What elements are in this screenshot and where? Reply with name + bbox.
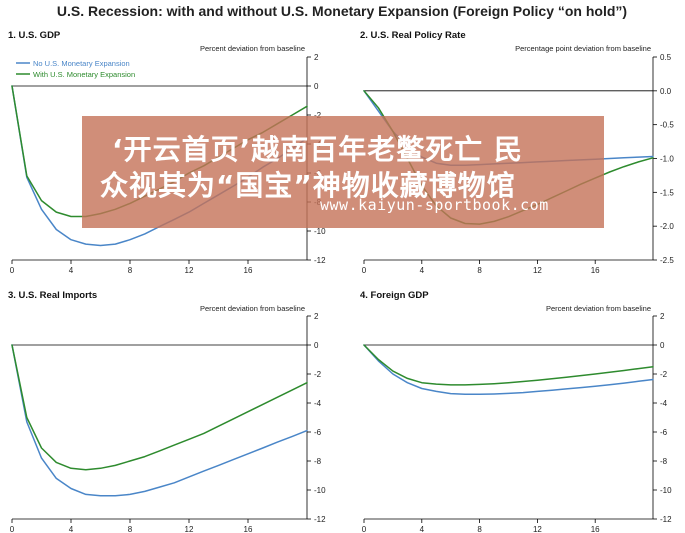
y-tick-label: -10	[314, 486, 326, 495]
x-tick-label: 4	[69, 266, 74, 275]
panel-title: 2. U.S. Real Policy Rate	[360, 30, 466, 41]
y-axis-label: Percent deviation from baseline	[200, 304, 305, 313]
figure-title: U.S. Recession: with and without U.S. Mo…	[57, 3, 627, 19]
y-tick-label: -2.0	[660, 222, 674, 231]
watermark-headline-2: 众视其为“国宝”神物收藏博物馆	[100, 169, 516, 202]
x-tick-label: 16	[591, 266, 600, 275]
y-tick-label: -12	[314, 256, 326, 265]
series-line-no-expansion	[11, 344, 308, 497]
y-tick-label: -10	[314, 227, 326, 236]
y-tick-label: -8	[660, 457, 668, 466]
legend-label: With U.S. Monetary Expansion	[33, 70, 135, 79]
y-tick-label: 0	[660, 341, 665, 350]
watermark-headline-1: ‘开云首页’越南百年老鳖死亡 民	[112, 133, 524, 166]
watermark-banner: ‘开云首页’越南百年老鳖死亡 民 众视其为“国宝”神物收藏博物馆 www.kai…	[82, 116, 604, 228]
y-tick-label: -2	[314, 370, 322, 379]
series-line-with-expansion	[363, 344, 654, 386]
series-line-with-expansion	[11, 344, 308, 471]
x-tick-label: 8	[128, 266, 133, 275]
panel-4: 4. Foreign GDP Percent deviation from bas…	[360, 290, 672, 533]
y-tick-label: 2	[314, 312, 319, 321]
y-tick-label: -2	[660, 370, 668, 379]
y-tick-label: -4	[660, 399, 668, 408]
y-tick-label: -2.5	[660, 256, 674, 265]
x-tick-label: 0	[10, 525, 15, 533]
x-tick-label: 12	[533, 266, 542, 275]
x-tick-label: 4	[420, 266, 425, 275]
x-tick-label: 8	[128, 525, 133, 533]
y-tick-label: -6	[660, 428, 668, 437]
legend-label: No U.S. Monetary Expansion	[33, 59, 130, 68]
y-tick-label: -6	[314, 428, 322, 437]
y-axis-label: Percentage point deviation from baseline	[515, 44, 651, 53]
x-tick-label: 0	[362, 525, 367, 533]
y-axis-label: Percent deviation from baseline	[200, 44, 305, 53]
x-tick-label: 16	[244, 525, 253, 533]
y-tick-label: -2	[314, 111, 322, 120]
y-tick-label: 0.0	[660, 87, 672, 96]
x-tick-label: 12	[185, 266, 194, 275]
panel-3: 3. U.S. Real Imports Percent deviation fr…	[8, 290, 326, 533]
y-tick-label: -8	[314, 457, 322, 466]
x-tick-label: 16	[591, 525, 600, 533]
y-axis-label: Percent deviation from baseline	[546, 304, 651, 313]
panel-title: 1. U.S. GDP	[8, 30, 61, 41]
y-tick-label: 0	[314, 82, 319, 91]
y-tick-label: -12	[314, 515, 326, 524]
panel-title: 3. U.S. Real Imports	[8, 290, 97, 301]
x-tick-label: 0	[362, 266, 367, 275]
y-tick-label: -0.5	[660, 121, 674, 130]
x-tick-label: 4	[69, 525, 74, 533]
y-tick-label: -10	[660, 486, 672, 495]
y-tick-label: -12	[660, 515, 672, 524]
series-line-no-expansion	[363, 344, 654, 396]
x-tick-label: 8	[477, 525, 482, 533]
x-tick-label: 4	[420, 525, 425, 533]
x-tick-label: 12	[533, 525, 542, 533]
watermark-url: www.kaiyun-sportbook.com	[320, 196, 549, 214]
y-tick-label: 2	[314, 53, 319, 62]
panel-title: 4. Foreign GDP	[360, 290, 429, 301]
x-tick-label: 8	[477, 266, 482, 275]
y-tick-label: -4	[314, 399, 322, 408]
y-tick-label: 2	[660, 312, 665, 321]
x-tick-label: 12	[185, 525, 194, 533]
y-tick-label: 0	[314, 341, 319, 350]
y-tick-label: 0.5	[660, 53, 672, 62]
y-tick-label: -1.5	[660, 188, 674, 197]
x-tick-label: 16	[244, 266, 253, 275]
x-tick-label: 0	[10, 266, 15, 275]
y-tick-label: -1.0	[660, 155, 674, 164]
